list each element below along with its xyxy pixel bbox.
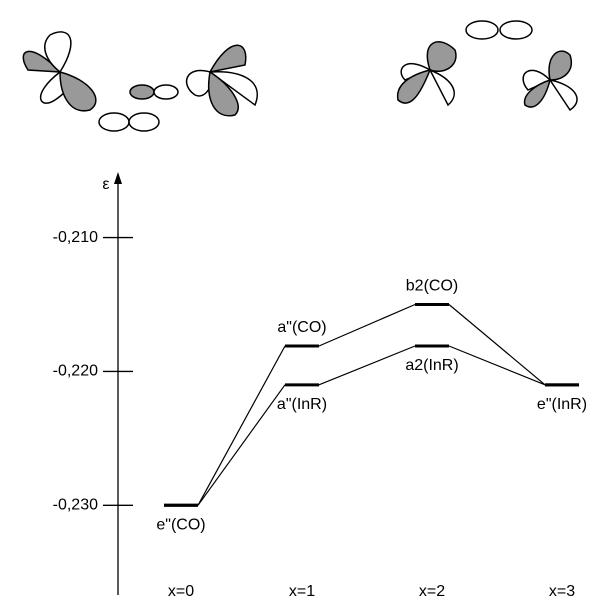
x-label: x=2 — [419, 583, 445, 600]
y-tick-label: -0,210 — [53, 229, 98, 246]
orbital-sketch-left — [22, 31, 258, 132]
correlation-line — [197, 384, 286, 506]
y-axis-arrow — [114, 172, 122, 184]
x-label: x=1 — [289, 583, 315, 600]
correlation-line — [197, 345, 286, 506]
orbital-sketch-right — [396, 20, 578, 112]
level-label: a"(CO) — [277, 319, 326, 336]
correlation-line — [448, 304, 546, 386]
level-label: e"(InR) — [537, 396, 587, 413]
y-tick-label: -0,220 — [53, 363, 98, 380]
y-axis-label: ε — [102, 176, 109, 193]
correlation-line — [318, 303, 416, 347]
x-label: x=0 — [168, 583, 194, 600]
correlation-line — [448, 345, 546, 386]
level-label: e"(CO) — [156, 517, 205, 534]
level-label: a"(InR) — [277, 396, 327, 413]
x-label: x=3 — [549, 583, 575, 600]
level-label: b2(CO) — [406, 278, 458, 295]
level-label: a2(InR) — [405, 357, 458, 374]
correlation-line — [318, 345, 416, 386]
y-tick-label: -0,230 — [53, 497, 98, 514]
